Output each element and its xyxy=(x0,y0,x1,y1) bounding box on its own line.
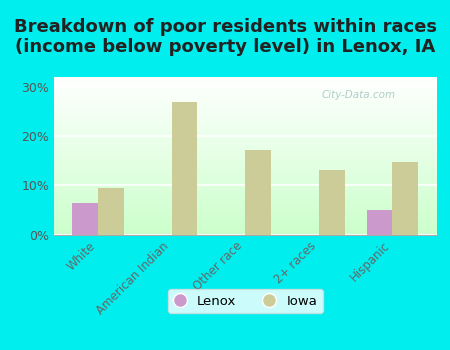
Bar xyxy=(392,162,418,234)
Text: City-Data.com: City-Data.com xyxy=(322,90,396,100)
Bar xyxy=(319,169,345,235)
Legend: Lenox, Iowa: Lenox, Iowa xyxy=(168,289,323,313)
Bar xyxy=(98,188,124,235)
Bar xyxy=(172,102,198,235)
Text: Breakdown of poor residents within races
(income below poverty level) in Lenox, : Breakdown of poor residents within races… xyxy=(14,18,436,56)
Bar xyxy=(367,210,392,235)
Bar xyxy=(245,150,271,234)
Bar xyxy=(72,203,98,234)
